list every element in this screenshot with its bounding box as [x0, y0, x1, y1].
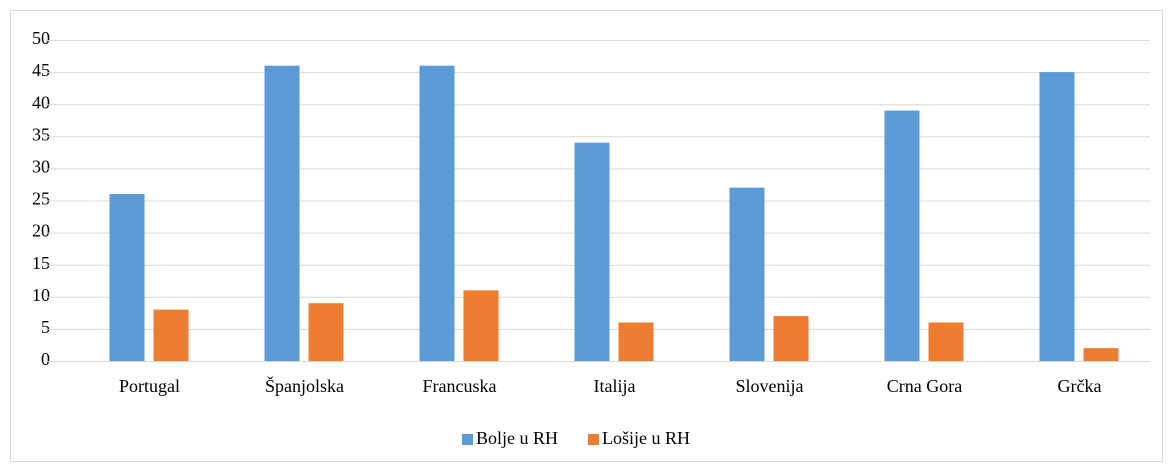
x-tick-label: Italija [594, 376, 636, 396]
y-tick-label: 0 [41, 349, 50, 369]
bar [618, 322, 654, 361]
y-tick-label: 25 [32, 189, 50, 209]
bar [419, 65, 455, 362]
y-tick-label: 20 [32, 221, 50, 241]
bar [153, 309, 189, 361]
bar [109, 194, 145, 361]
x-tick-label: Francuska [423, 376, 497, 396]
legend-label: Bolje u RH [476, 428, 558, 448]
y-tick-label: 10 [32, 285, 50, 305]
bar [884, 110, 920, 362]
legend-label: Lošije u RH [602, 428, 690, 448]
bar [1039, 72, 1075, 361]
y-tick-label: 5 [41, 317, 50, 337]
y-tick-label: 15 [32, 253, 50, 273]
bar [773, 316, 809, 361]
x-tick-label: Slovenija [736, 376, 804, 396]
x-tick-label: Portugal [119, 376, 180, 396]
bar [1083, 348, 1119, 361]
bar [928, 322, 964, 361]
y-tick-label: 30 [32, 157, 50, 177]
legend-swatch [588, 434, 600, 445]
bar [308, 303, 344, 361]
y-tick-label: 50 [32, 28, 50, 48]
bar [574, 142, 610, 361]
bar [264, 65, 300, 362]
bar [729, 187, 765, 361]
x-tick-label: Crna Gora [887, 376, 962, 396]
x-tick-label: Španjolska [265, 375, 344, 396]
y-tick-label: 35 [32, 124, 50, 144]
y-tick-label: 40 [32, 92, 50, 112]
bar [463, 290, 499, 361]
legend-swatch [462, 434, 473, 445]
x-tick-label: Grčka [1058, 376, 1102, 396]
y-tick-label: 45 [32, 60, 50, 80]
